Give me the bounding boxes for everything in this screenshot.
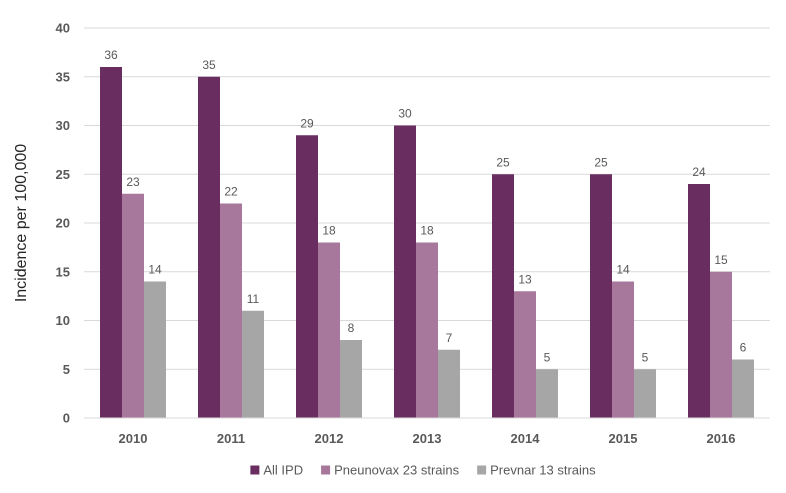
bar-prevnar-13-strains-2010 bbox=[144, 281, 166, 418]
legend-label: All IPD bbox=[263, 463, 303, 478]
legend-swatch bbox=[477, 465, 487, 475]
y-tick-label: 5 bbox=[63, 362, 70, 377]
data-label: 11 bbox=[247, 292, 260, 306]
bar-prevnar-13-strains-2011 bbox=[242, 310, 264, 418]
y-axis-ticks: 0 5 10 15 20 25 30 35 40 bbox=[56, 21, 70, 426]
data-label: 14 bbox=[616, 263, 630, 277]
bar-pneunovax-23-strains-2010 bbox=[122, 193, 144, 418]
x-tick-label: 2010 bbox=[119, 431, 148, 446]
data-label: 7 bbox=[446, 331, 453, 345]
data-label: 18 bbox=[420, 224, 434, 238]
legend-label: Pneunovax 23 strains bbox=[334, 463, 460, 478]
data-label: 5 bbox=[642, 350, 649, 364]
legend-swatch bbox=[250, 465, 260, 475]
y-tick-label: 30 bbox=[56, 118, 70, 133]
bar-pneunovax-23-strains-2016 bbox=[710, 271, 732, 418]
data-label: 5 bbox=[544, 350, 551, 364]
bar-prevnar-13-strains-2015 bbox=[634, 369, 656, 418]
data-label: 13 bbox=[518, 272, 532, 286]
legend-item: Pneunovax 23 strains bbox=[321, 463, 460, 478]
bar-all-ipd-2014 bbox=[492, 174, 514, 418]
x-tick-label: 2013 bbox=[413, 431, 442, 446]
legend-item: Prevnar 13 strains bbox=[477, 463, 596, 478]
bar-pneunovax-23-strains-2011 bbox=[220, 203, 242, 418]
data-label: 29 bbox=[300, 116, 314, 130]
data-label: 30 bbox=[398, 107, 412, 121]
data-label: 15 bbox=[714, 253, 728, 267]
y-axis-label: Incidence per 100,000 bbox=[13, 144, 30, 302]
data-label: 18 bbox=[322, 224, 336, 238]
legend-label: Prevnar 13 strains bbox=[490, 463, 596, 478]
data-label: 25 bbox=[594, 155, 608, 169]
bar-prevnar-13-strains-2016 bbox=[732, 359, 754, 418]
bar-all-ipd-2010 bbox=[100, 67, 122, 418]
legend-swatch bbox=[321, 465, 331, 475]
x-tick-label: 2011 bbox=[217, 431, 245, 446]
data-label: 8 bbox=[348, 321, 355, 335]
y-tick-label: 15 bbox=[56, 264, 70, 279]
data-label: 22 bbox=[224, 185, 238, 199]
y-tick-label: 0 bbox=[63, 411, 70, 426]
y-tick-label: 40 bbox=[56, 21, 70, 36]
bar-prevnar-13-strains-2014 bbox=[536, 369, 558, 418]
x-tick-label: 2016 bbox=[707, 431, 736, 446]
data-label: 36 bbox=[104, 48, 118, 62]
bar-all-ipd-2012 bbox=[296, 135, 318, 418]
bar-prevnar-13-strains-2012 bbox=[340, 340, 362, 418]
data-label: 35 bbox=[202, 58, 216, 72]
bar-pneunovax-23-strains-2013 bbox=[416, 242, 438, 418]
data-label: 23 bbox=[126, 175, 140, 189]
x-tick-label: 2014 bbox=[511, 431, 541, 446]
data-label: 24 bbox=[692, 165, 706, 179]
x-axis-ticks: 2010 2011 2012 2013 2014 2015 2016 bbox=[119, 431, 736, 446]
bar-all-ipd-2016 bbox=[688, 184, 710, 418]
y-tick-label: 20 bbox=[56, 216, 70, 231]
bar-prevnar-13-strains-2013 bbox=[438, 349, 460, 418]
bar-pneunovax-23-strains-2015 bbox=[612, 281, 634, 418]
bar-pneunovax-23-strains-2012 bbox=[318, 242, 340, 418]
bar-all-ipd-2015 bbox=[590, 174, 612, 418]
x-tick-label: 2012 bbox=[315, 431, 344, 446]
y-tick-label: 35 bbox=[56, 69, 70, 84]
data-labels: 36 23 14 35 22 11 29 18 8 30 18 7 25 13 5 25 14 5 24 15 6 bbox=[104, 48, 746, 364]
y-tick-label: 25 bbox=[56, 167, 70, 182]
data-label: 25 bbox=[496, 155, 510, 169]
bar-pneunovax-23-strains-2014 bbox=[514, 291, 536, 418]
bar-all-ipd-2013 bbox=[394, 125, 416, 418]
data-label: 14 bbox=[148, 263, 162, 277]
x-tick-label: 2015 bbox=[609, 431, 638, 446]
y-tick-label: 10 bbox=[56, 313, 70, 328]
bar-all-ipd-2011 bbox=[198, 76, 220, 418]
data-label: 6 bbox=[740, 341, 747, 355]
bars bbox=[100, 67, 754, 418]
legend: All IPD Pneunovax 23 strains Prevnar 13 st… bbox=[250, 463, 596, 478]
legend-item: All IPD bbox=[250, 463, 303, 478]
